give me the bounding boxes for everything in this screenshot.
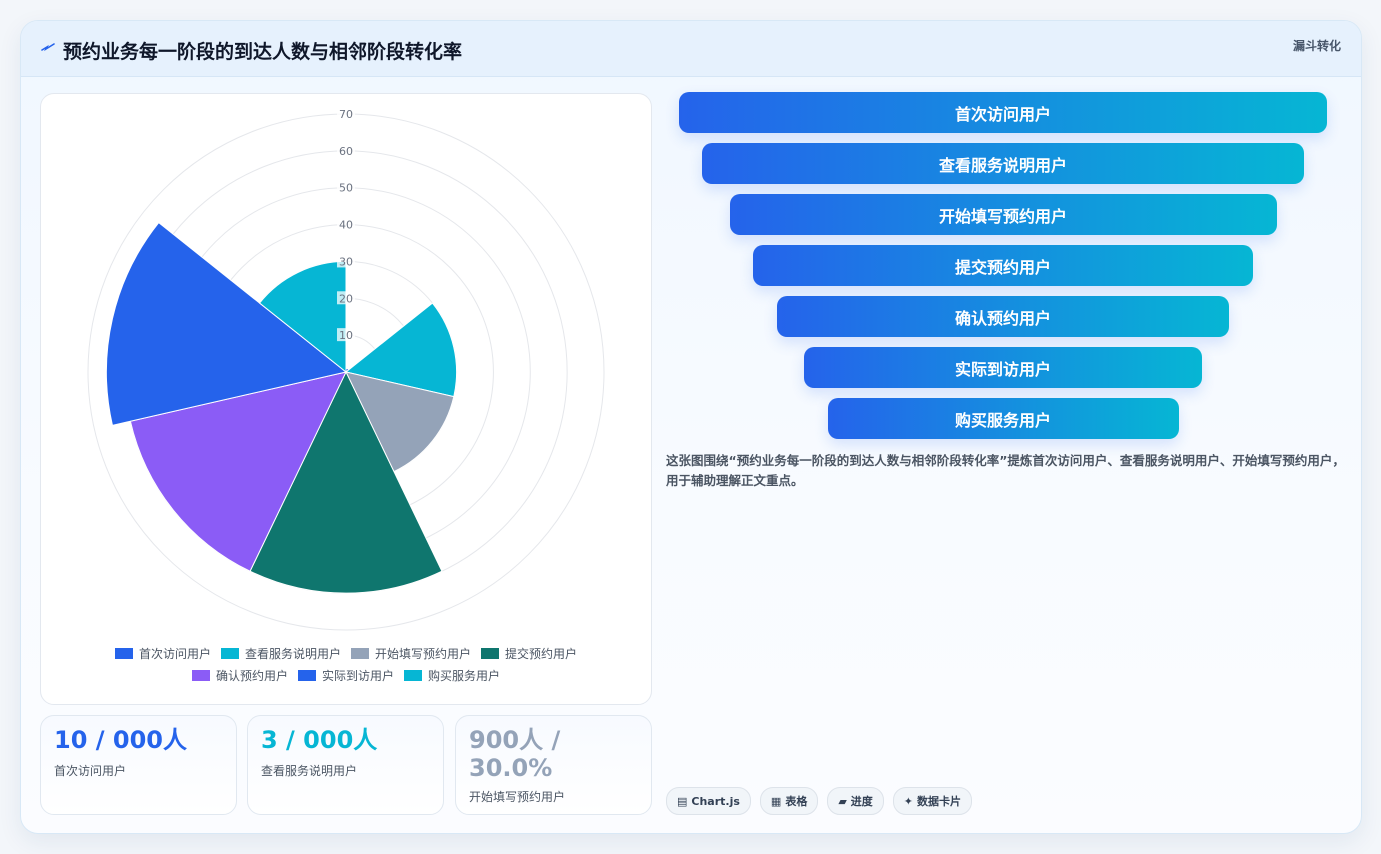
funnel-stage: 开始填写预约用户	[729, 194, 1277, 235]
legend-label: 确认预约用户	[215, 668, 288, 683]
r-tick-label: 30	[339, 255, 353, 268]
stat-value: 3 / 000人	[261, 726, 378, 754]
tick-label-bg	[337, 217, 355, 231]
spark-icon	[41, 43, 55, 52]
legend-label: 查看服务说明用户	[244, 646, 341, 661]
legend-swatch	[114, 647, 133, 659]
tick-label-bg	[337, 107, 355, 120]
legend-item[interactable]: 查看服务说明用户	[220, 645, 341, 662]
tick-label-bg	[337, 291, 355, 305]
stat-card: 3 / 000人 查看服务说明用户	[247, 715, 444, 815]
legend-label: 实际到访用户	[321, 668, 394, 683]
r-tick-label: 70	[339, 108, 353, 121]
polar-slice[interactable]	[345, 371, 455, 473]
legend-swatch	[191, 669, 210, 681]
legend-label: 首次访问用户	[138, 646, 211, 661]
legend-label: 开始填写预约用户	[375, 646, 472, 661]
legend-item[interactable]: 确认预约用户	[191, 667, 288, 684]
legend-item[interactable]: 首次访问用户	[114, 645, 211, 662]
funnel-tag: 漏斗转化	[1292, 39, 1341, 53]
chart-card: 预约业务每一阶段的到达人数与相邻阶段转化率 漏斗转化 10 20 30 40 50 60 7…	[20, 20, 1362, 834]
stat-value: 900人 / 30.0%	[469, 726, 561, 782]
legend-swatch	[351, 647, 369, 659]
chart-icon: ▤	[677, 794, 688, 808]
card-header: 预约业务每一阶段的到达人数与相邻阶段转化率 漏斗转化	[21, 21, 1361, 77]
progress-icon: ▰	[838, 794, 847, 808]
legend-label: 购买服务用户	[428, 668, 501, 683]
description-text: 这张图围绕“预约业务每一阶段的到达人数与相邻阶段转化率”提炼首次访问用户、查看服…	[666, 453, 1345, 488]
funnel-stage: 提交预约用户	[753, 245, 1253, 286]
chip-label: 进度	[850, 795, 873, 808]
stat-label: 查看服务说明用户	[261, 764, 358, 778]
legend-label: 提交预约用户	[505, 646, 578, 661]
chart-legend: 首次访问用户 查看服务说明用户 开始填写预约用户 提交预约用户 确认预约用户 实际到访用…	[41, 642, 651, 686]
polar-slice[interactable]	[249, 370, 443, 594]
legend-swatch	[404, 669, 422, 681]
tick-label-bg	[337, 254, 355, 268]
chip-label: 数据卡片	[917, 795, 962, 808]
polar-slice[interactable]	[344, 302, 458, 398]
legend-swatch	[481, 647, 500, 659]
legend-swatch	[220, 647, 239, 659]
r-tick-label: 10	[339, 329, 353, 342]
chip-data-card[interactable]: ✦ 数据卡片	[892, 787, 973, 815]
polar-slice[interactable]	[129, 371, 347, 572]
stat-value: 10 / 000人	[54, 726, 187, 754]
legend-swatch	[297, 669, 316, 681]
tick-label-bg	[337, 180, 355, 194]
tick-label-bg	[337, 328, 355, 342]
funnel-stage: 实际到访用户	[804, 347, 1202, 388]
legend-item[interactable]: 提交预约用户	[481, 645, 577, 662]
chip-progress[interactable]: ▰ 进度	[827, 787, 884, 815]
tech-chips: ▤ Chart.js ▦ 表格 ▰ 进度 ✦ 数据卡片	[666, 787, 973, 815]
page-title: 预约业务每一阶段的到达人数与相邻阶段转化率	[63, 41, 463, 63]
chip-table[interactable]: ▦ 表格	[759, 787, 819, 815]
r-tick-label: 40	[339, 219, 353, 232]
stat-card: 900人 / 30.0% 开始填写预约用户	[455, 715, 652, 815]
polar-slice[interactable]	[105, 221, 348, 426]
stat-card: 10 / 000人 首次访问用户	[40, 715, 237, 815]
funnel-stage: 首次访问用户	[679, 92, 1327, 133]
r-tick-label: 60	[339, 145, 353, 158]
legend-item[interactable]: 购买服务用户	[404, 667, 500, 684]
chip-label: Chart.js	[691, 794, 740, 808]
r-tick-label: 20	[339, 292, 353, 305]
chip-chartjs[interactable]: ▤ Chart.js	[666, 787, 751, 815]
r-tick-label: 50	[339, 182, 353, 195]
stat-label: 开始填写预约用户	[469, 790, 566, 804]
tick-label-bg	[337, 143, 355, 157]
funnel-stage: 查看服务说明用户	[702, 143, 1304, 184]
legend-item[interactable]: 实际到访用户	[297, 667, 394, 684]
sparkle-icon: ✦	[903, 794, 914, 808]
funnel-stage: 确认预约用户	[777, 296, 1229, 337]
table-icon: ▦	[770, 794, 782, 808]
polar-chart: 10 20 30 40 50 60 70 首次访问用户 查看服务说明用户 开始填写预约用户 提交预…	[40, 93, 652, 705]
funnel-stage: 购买服务用户	[827, 398, 1179, 439]
legend-item[interactable]: 开始填写预约用户	[351, 645, 471, 662]
polar-area-chart: 10 20 30 40 50 60 70	[87, 107, 605, 631]
stat-label: 首次访问用户	[54, 764, 127, 778]
chip-label: 表格	[785, 795, 808, 808]
